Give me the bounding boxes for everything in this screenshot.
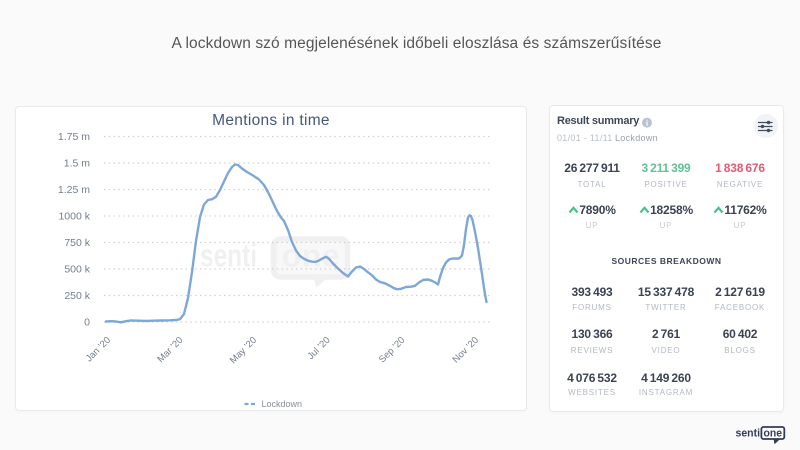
svg-text:Mentions in time: Mentions in time	[212, 112, 330, 129]
svg-text:Sep ’20: Sep ’20	[377, 335, 408, 366]
svg-text:Jan ’20: Jan ’20	[84, 335, 113, 364]
svg-text:1000 k: 1000 k	[58, 211, 90, 223]
svg-text:1.25 m: 1.25 m	[58, 184, 90, 196]
svg-text:Mar ’20: Mar ’20	[155, 335, 185, 365]
svg-text:Jul ’20: Jul ’20	[305, 335, 332, 362]
svg-text:750 k: 750 k	[64, 237, 90, 249]
svg-text:Lockdown: Lockdown	[262, 399, 303, 409]
svg-text:500 k: 500 k	[64, 264, 90, 276]
svg-text:May ’20: May ’20	[228, 335, 259, 366]
svg-text:senti: senti	[736, 427, 761, 439]
svg-text:i: i	[646, 119, 649, 128]
svg-text:one: one	[282, 238, 340, 274]
svg-text:Nov ’20: Nov ’20	[450, 335, 481, 366]
svg-text:1.5 m: 1.5 m	[64, 158, 91, 170]
svg-text:senti: senti	[200, 238, 257, 274]
svg-text:0: 0	[84, 317, 90, 329]
svg-text:1.75 m: 1.75 m	[58, 131, 90, 143]
svg-text:one: one	[764, 427, 783, 439]
svg-text:250 k: 250 k	[64, 290, 90, 302]
